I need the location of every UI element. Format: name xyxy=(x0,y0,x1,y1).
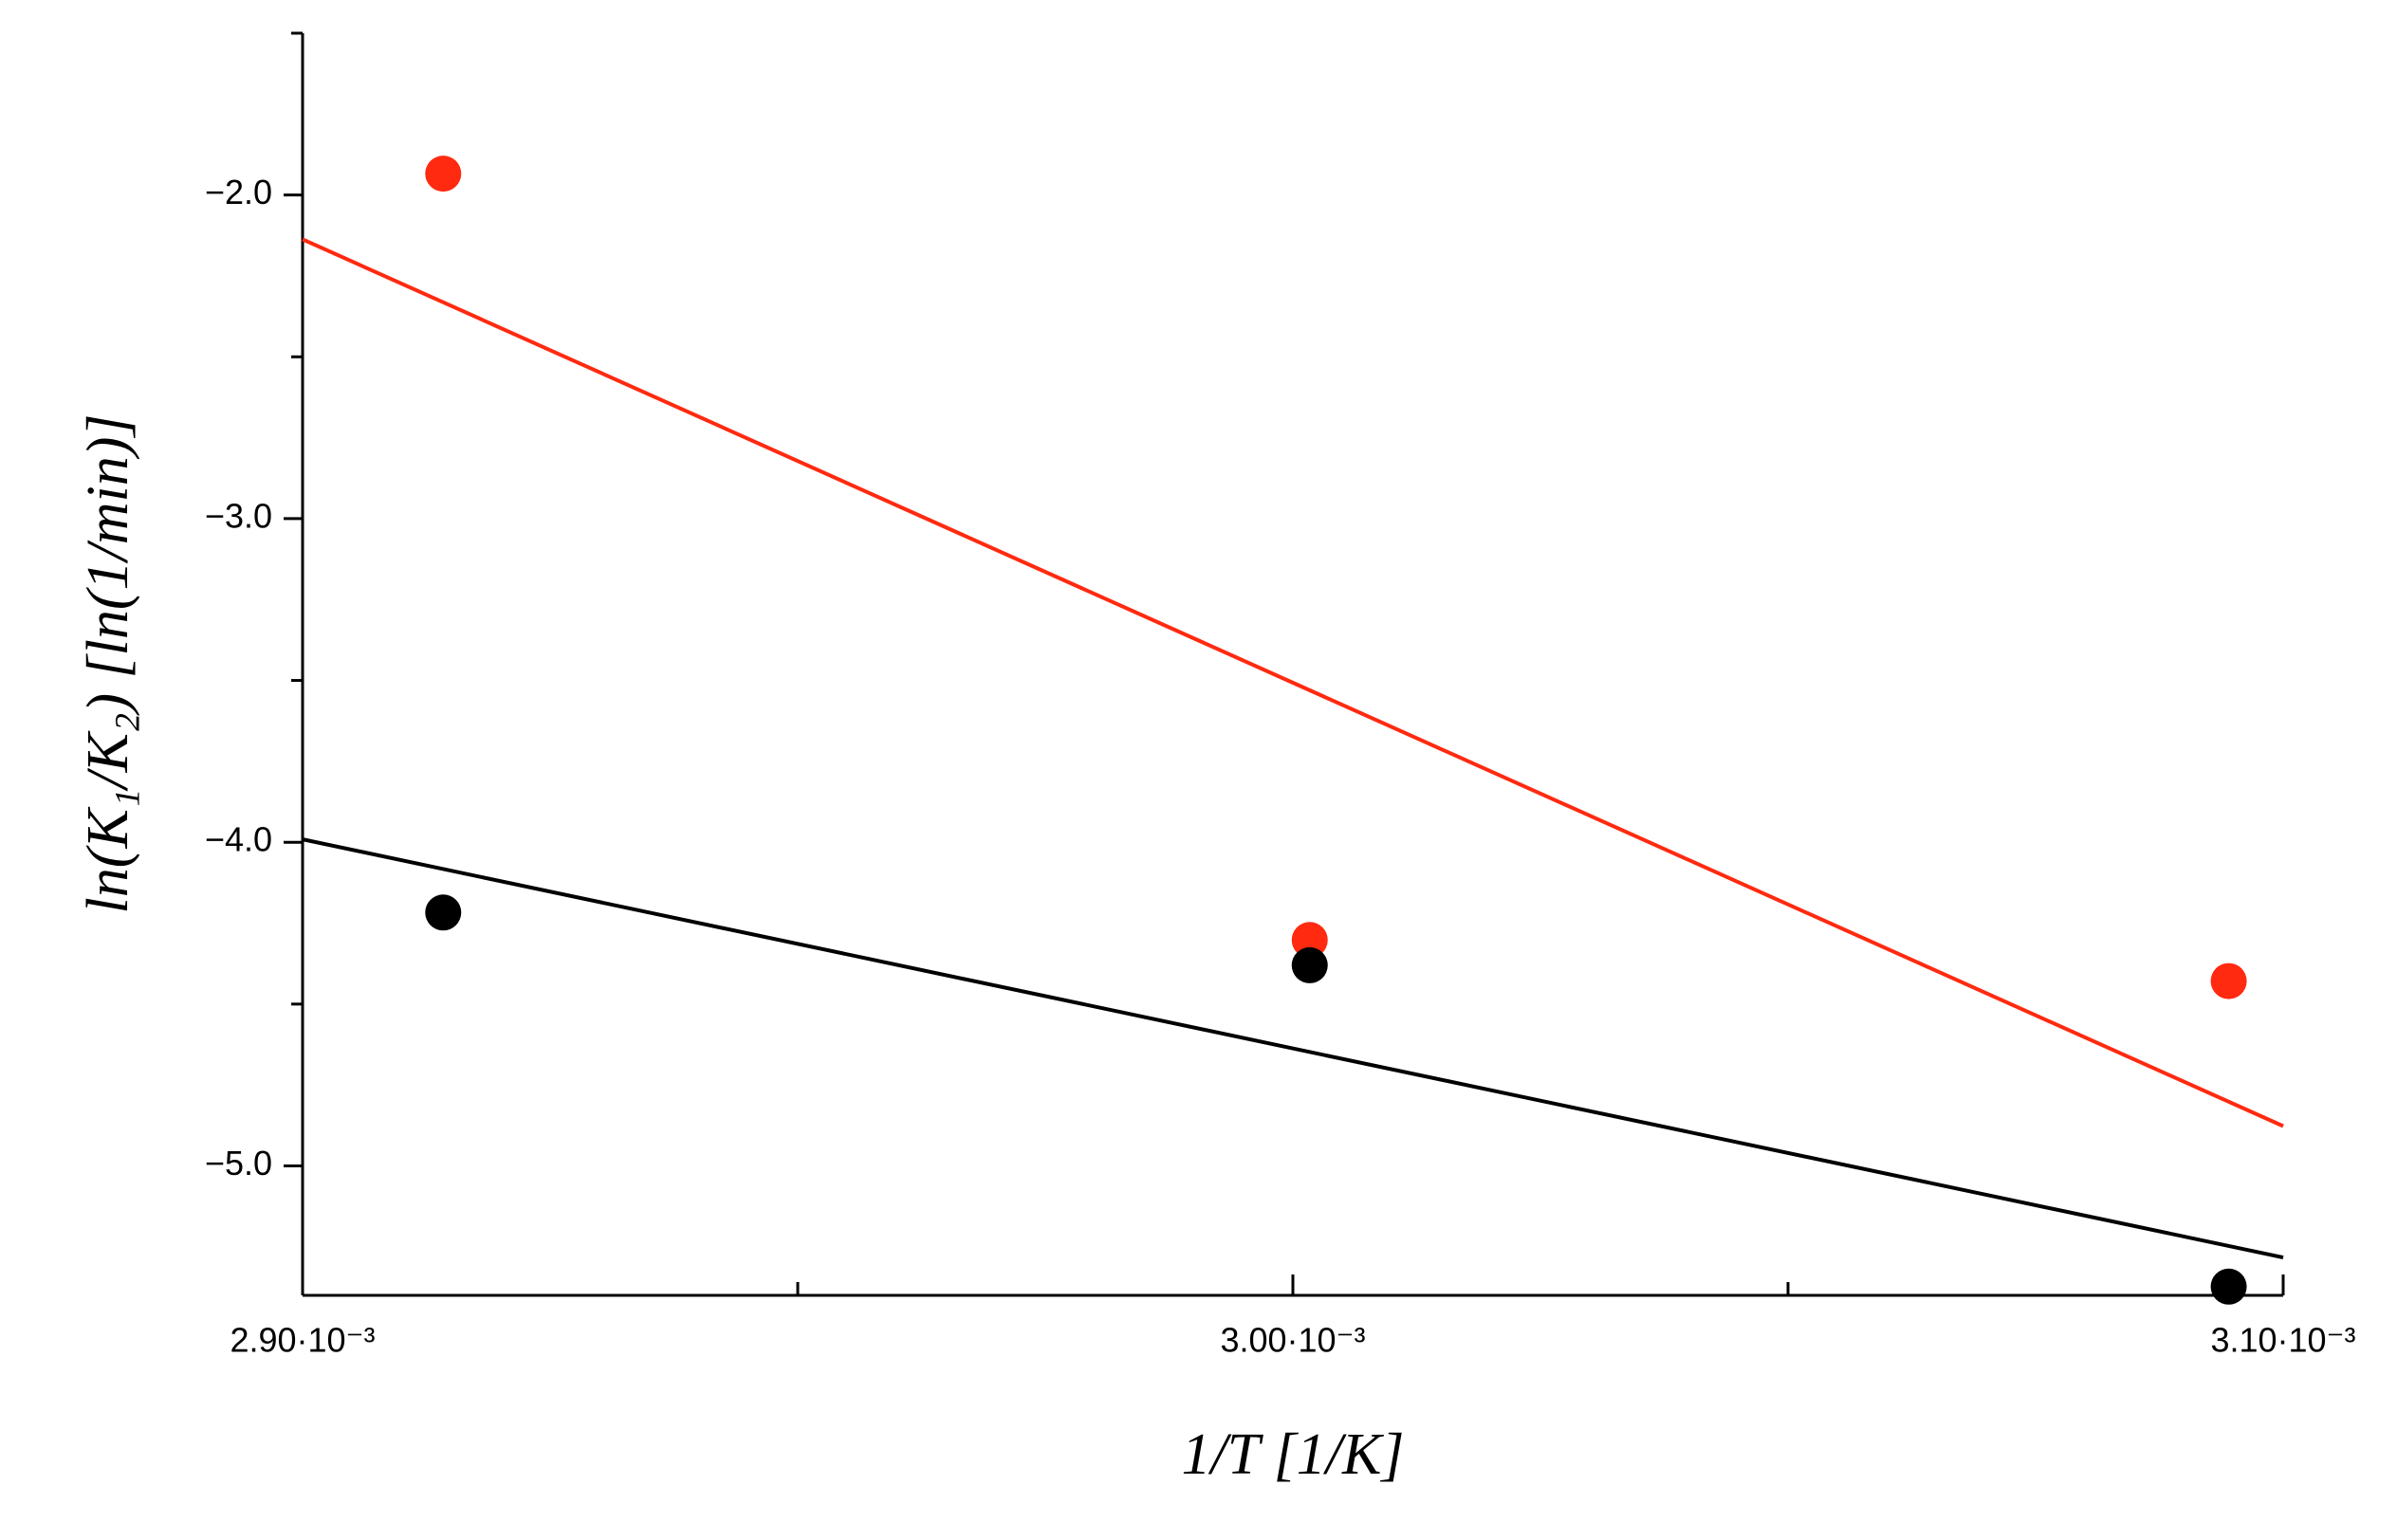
y-tick-label: −2.0 xyxy=(205,173,272,211)
y-tick-label: −5.0 xyxy=(205,1144,272,1182)
x-tick-label: 2.90·10⁻³ xyxy=(230,1321,375,1360)
y-axis-label: ln(K₁/K₂) [ln(1/min)] xyxy=(76,413,140,913)
data-point xyxy=(1291,922,1328,959)
y-tick-label: −3.0 xyxy=(205,496,272,535)
data-point xyxy=(2210,1268,2247,1305)
data-point xyxy=(1291,946,1328,983)
fit-line xyxy=(302,237,2284,1128)
fit-line xyxy=(302,837,2284,1260)
data-point xyxy=(425,156,462,192)
data-point xyxy=(425,894,462,931)
data-point xyxy=(2210,962,2247,999)
y-tick-label: −4.0 xyxy=(205,820,272,859)
x-axis-label: 1/T [1/K] xyxy=(1182,1422,1405,1487)
x-tick-label: 3.00·10⁻³ xyxy=(1220,1321,1365,1360)
x-tick-label: 3.10·10⁻³ xyxy=(2210,1321,2355,1360)
